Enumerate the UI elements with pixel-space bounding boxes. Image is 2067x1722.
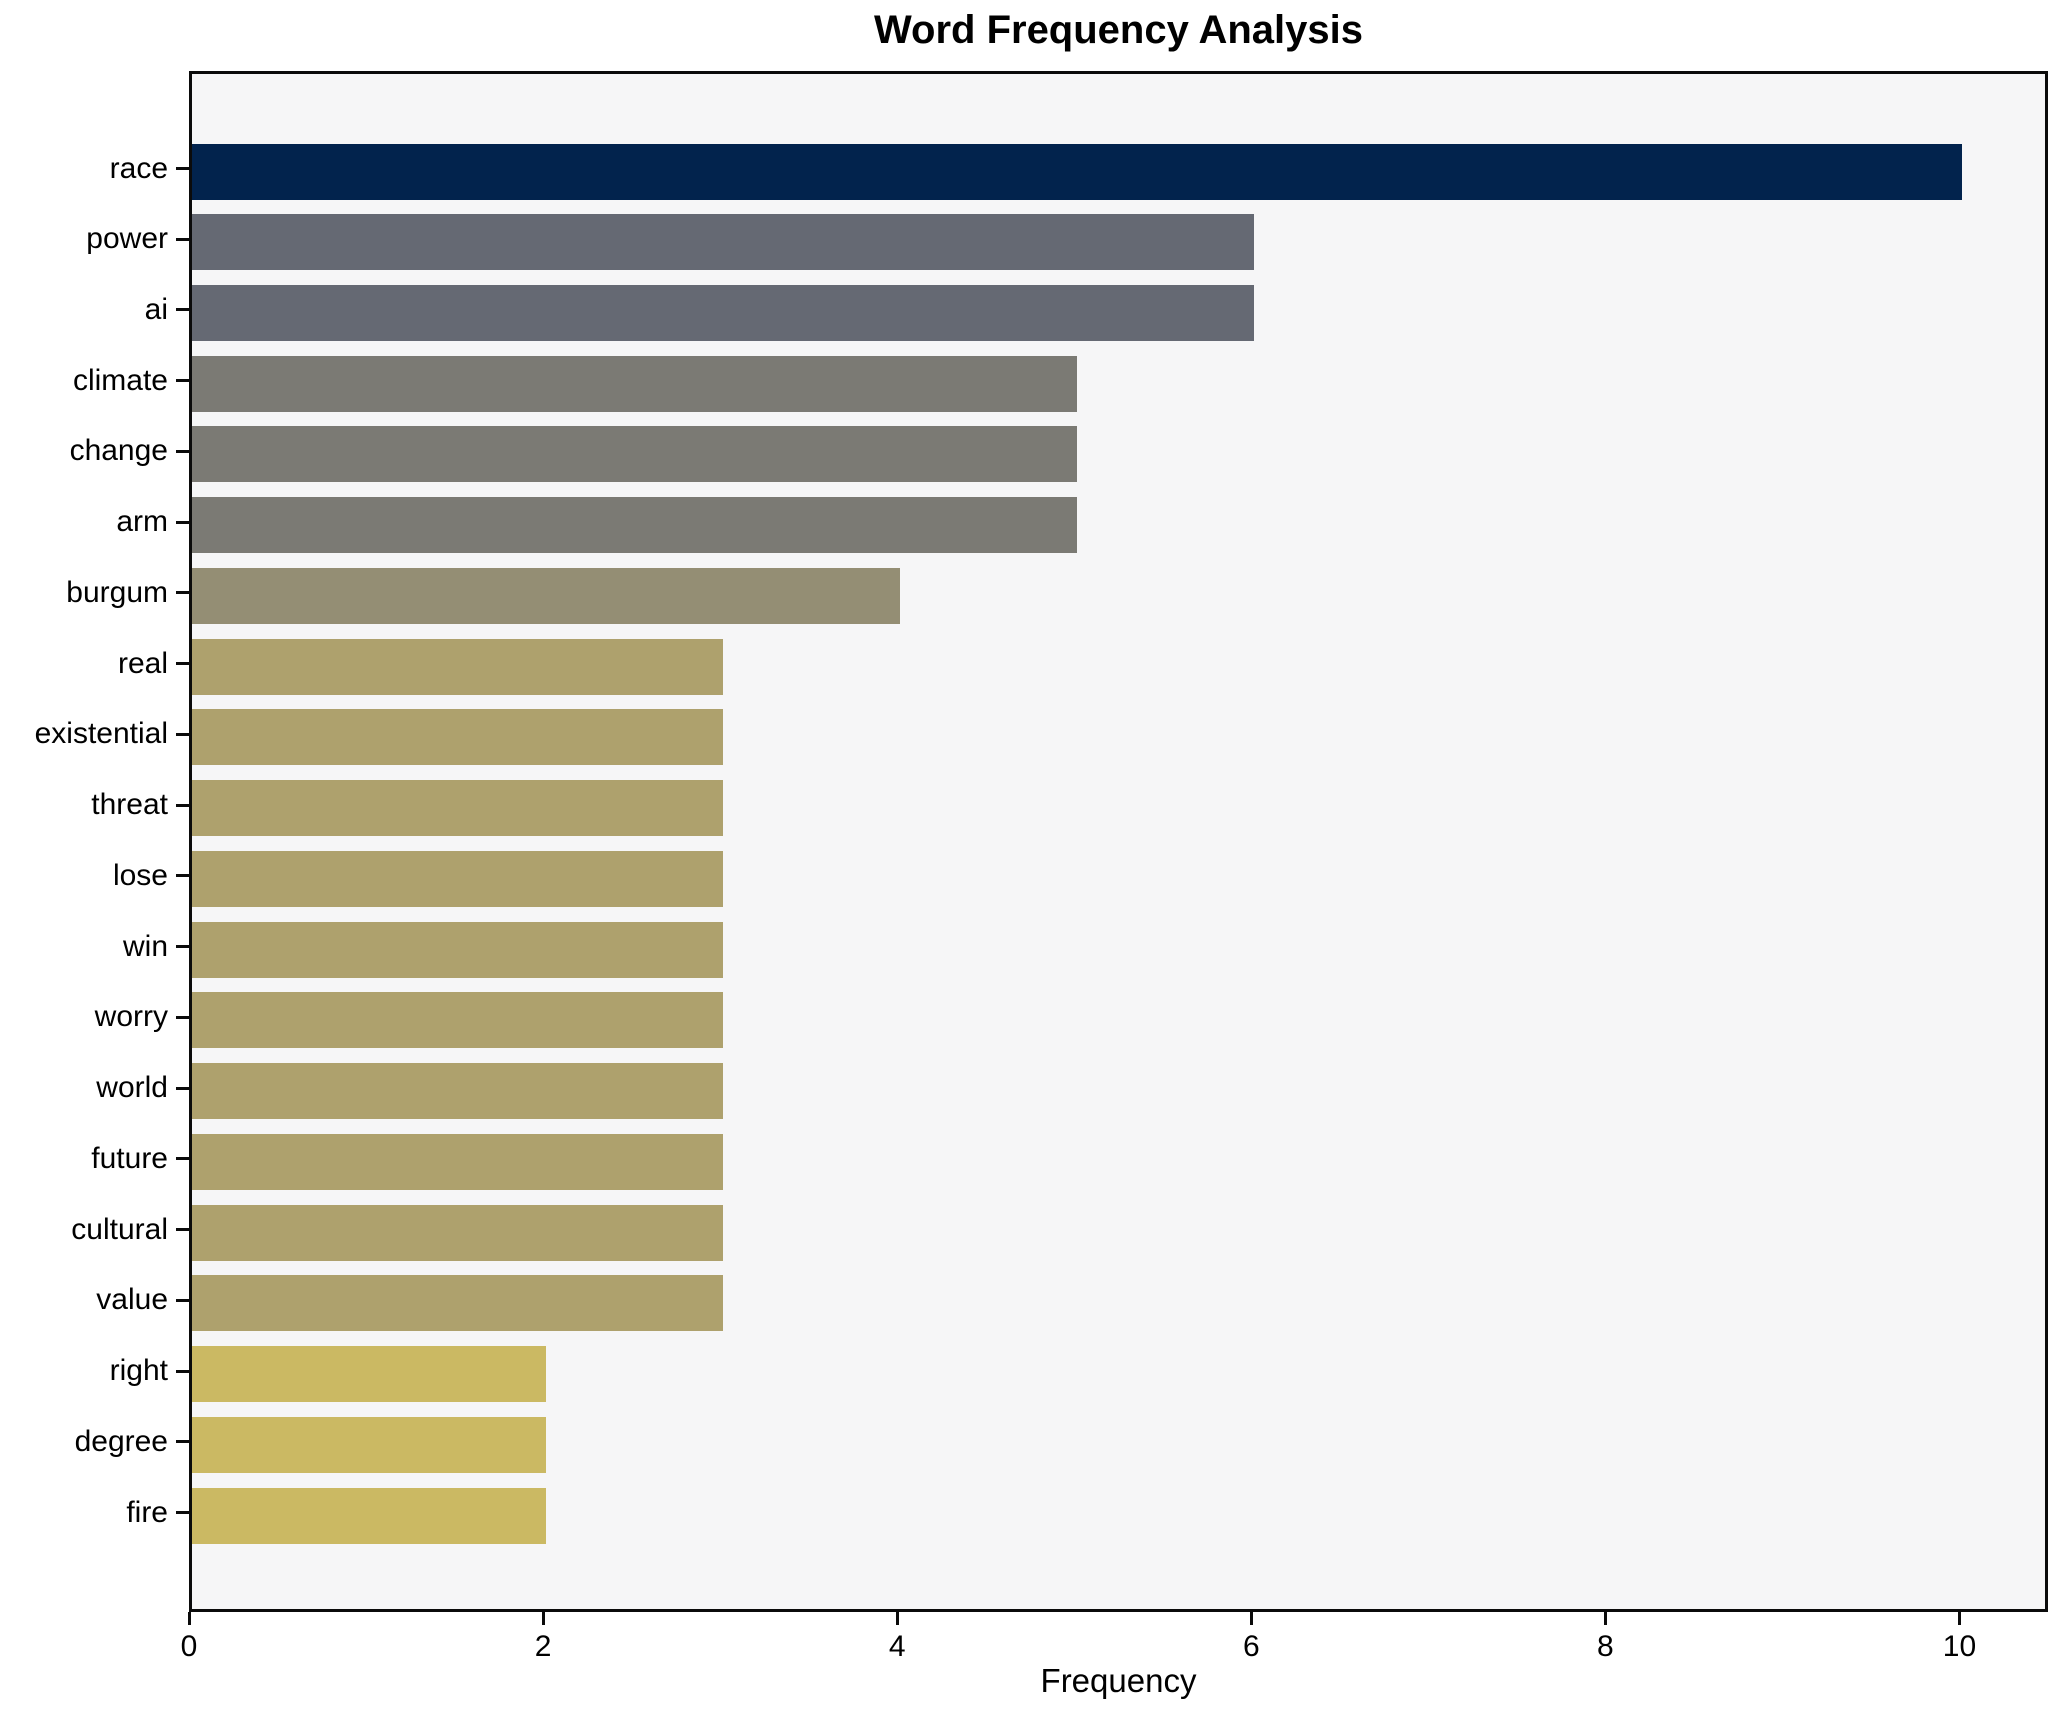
y-tick-mark-real <box>176 662 189 666</box>
y-tick-label-world: world <box>96 1071 168 1105</box>
bar-fire <box>192 1487 547 1544</box>
y-tick-label-ai: ai <box>144 292 168 326</box>
x-tick-label-10: 10 <box>1942 1630 1977 1663</box>
y-tick-label-threat: threat <box>91 788 168 822</box>
y-tick-label-cultural: cultural <box>71 1212 168 1246</box>
y-tick-label-arm: arm <box>116 505 168 539</box>
bar-burgum <box>192 567 901 624</box>
y-tick-mark-change <box>176 449 189 453</box>
y-tick-mark-power <box>176 237 189 241</box>
x-tick-mark-8 <box>1603 1612 1607 1625</box>
y-tick-mark-climate <box>176 379 189 383</box>
y-tick-mark-future <box>176 1157 189 1161</box>
y-tick-label-climate: climate <box>72 363 168 397</box>
plot-area <box>189 71 2048 1612</box>
y-tick-mark-cultural <box>176 1228 189 1232</box>
y-tick-label-real: real <box>117 646 168 680</box>
bar-right <box>192 1346 547 1403</box>
bar-race <box>192 143 1963 200</box>
y-tick-mark-value <box>176 1298 189 1302</box>
x-tick-mark-2 <box>541 1612 545 1625</box>
y-tick-label-right: right <box>109 1354 168 1388</box>
y-tick-label-win: win <box>122 929 168 963</box>
y-tick-mark-fire <box>176 1511 189 1515</box>
bar-existential <box>192 709 724 766</box>
y-tick-mark-degree <box>176 1440 189 1444</box>
bar-worry <box>192 992 724 1049</box>
y-tick-label-burgum: burgum <box>66 575 168 609</box>
y-tick-mark-right <box>176 1369 189 1373</box>
chart-title: Word Frequency Analysis <box>873 8 1364 52</box>
x-tick-label-2: 2 <box>534 1630 552 1663</box>
y-tick-mark-ai <box>176 308 189 312</box>
y-tick-mark-burgum <box>176 591 189 595</box>
y-tick-label-worry: worry <box>94 1000 168 1034</box>
y-tick-label-change: change <box>69 434 168 468</box>
y-tick-label-value: value <box>96 1283 168 1317</box>
bar-degree <box>192 1416 547 1473</box>
x-tick-mark-0 <box>187 1612 191 1625</box>
bar-power <box>192 214 1255 271</box>
x-tick-label-4: 4 <box>888 1630 906 1663</box>
bar-real <box>192 638 724 695</box>
x-tick-mark-6 <box>1249 1612 1253 1625</box>
x-tick-mark-4 <box>895 1612 899 1625</box>
y-tick-mark-threat <box>176 803 189 807</box>
bar-threat <box>192 780 724 837</box>
y-tick-mark-race <box>176 167 189 170</box>
bar-world <box>192 1063 724 1120</box>
bar-arm <box>192 497 1078 554</box>
y-tick-mark-arm <box>176 520 189 524</box>
y-tick-label-lose: lose <box>112 858 168 892</box>
x-axis-label: Frequency <box>1040 1662 1197 1699</box>
bar-ai <box>192 284 1255 341</box>
x-tick-label-6: 6 <box>1242 1630 1260 1663</box>
x-tick-label-8: 8 <box>1597 1630 1614 1663</box>
x-tick-mark-10 <box>1957 1612 1961 1625</box>
y-tick-mark-existential <box>176 732 189 736</box>
y-tick-mark-lose <box>176 874 189 878</box>
bar-cultural <box>192 1204 724 1261</box>
y-tick-label-power: power <box>86 222 168 256</box>
bar-change <box>192 426 1078 483</box>
bar-climate <box>192 355 1078 412</box>
x-tick-label-0: 0 <box>180 1630 198 1663</box>
y-tick-label-existential: existential <box>34 717 168 751</box>
y-tick-label-future: future <box>91 1141 168 1175</box>
y-tick-mark-win <box>176 945 189 949</box>
y-tick-label-fire: fire <box>126 1495 168 1529</box>
y-tick-label-race: race <box>109 151 168 185</box>
y-tick-mark-world <box>176 1086 189 1090</box>
bar-lose <box>192 850 724 907</box>
bar-value <box>192 1275 724 1332</box>
bar-win <box>192 921 724 978</box>
bar-future <box>192 1133 724 1190</box>
y-tick-mark-worry <box>176 1015 189 1019</box>
y-tick-label-degree: degree <box>74 1424 168 1458</box>
